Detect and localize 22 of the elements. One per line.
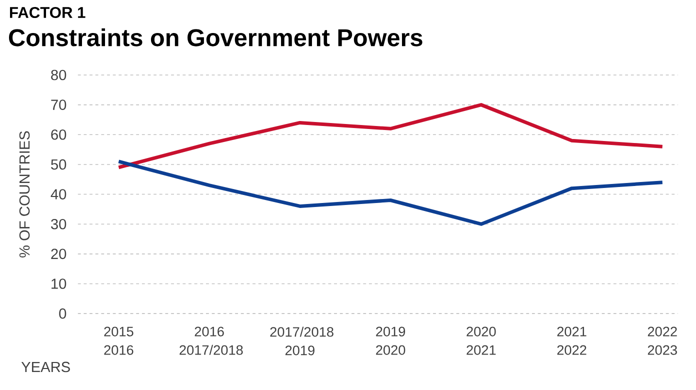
line-series — [116, 103, 664, 170]
y-tick-label: 20 — [51, 248, 66, 260]
chart-subtitle: Constraints on Government Powers — [9, 28, 422, 47]
y-tick-label: 30 — [51, 219, 66, 230]
x-tick-label: 2015 2016 — [104, 326, 134, 356]
y-tick-label: 50 — [51, 160, 66, 170]
y-tick-label: 40 — [50, 189, 66, 200]
line-series — [116, 160, 664, 226]
y-tick-label: 0 — [59, 308, 66, 319]
y-tick-label: 70 — [51, 100, 66, 110]
x-axis-title: YEARS — [21, 362, 70, 372]
x-tick-label: 2016 2017/2018 — [180, 326, 243, 356]
x-tick-label: 2017/2018 2019 — [270, 326, 334, 356]
chart-title: FACTOR 1 — [10, 7, 86, 18]
x-tick-label: 2021 2022 — [557, 326, 586, 356]
x-tick-label: 2022 2023 — [648, 326, 677, 356]
y-tick-label: 60 — [51, 130, 66, 140]
y-axis-title: % OF COUNTRIES — [19, 131, 30, 258]
x-tick-label: 2019 2020 — [376, 326, 406, 356]
y-tick-label: 10 — [52, 278, 66, 290]
x-tick-label: 2020 2021 — [466, 326, 496, 356]
y-tick-label: 80 — [51, 70, 66, 80]
